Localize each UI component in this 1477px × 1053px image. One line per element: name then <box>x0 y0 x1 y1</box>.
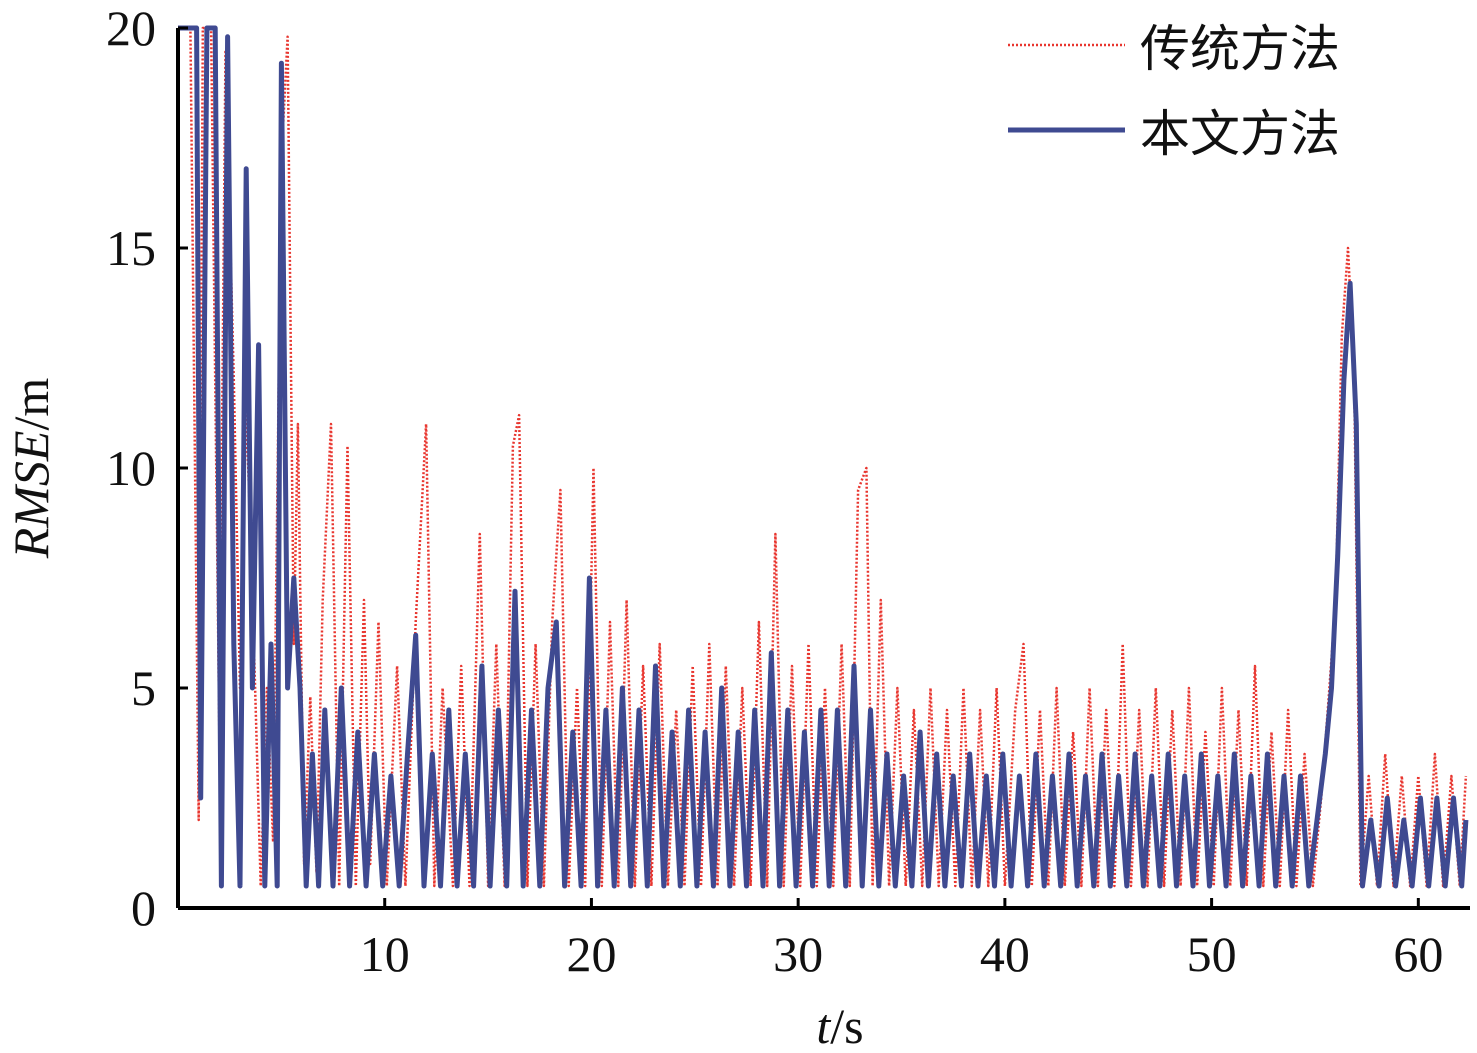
y-tick-label: 0 <box>131 880 156 936</box>
ticks: 10 20 30 40 50 60 0 5 10 15 20 <box>106 0 1443 982</box>
svg-text:RMSE/m: RMSE/m <box>3 378 59 560</box>
x-tick-label: 60 <box>1393 926 1443 982</box>
x-axis-title: t/s <box>816 998 863 1053</box>
x-tick-label: 30 <box>773 926 823 982</box>
y-tick-label: 5 <box>131 660 156 716</box>
legend-label-traditional: 传统方法 <box>1140 20 1340 78</box>
x-axis-title-var: t <box>816 998 831 1053</box>
x-tick-label: 10 <box>360 926 410 982</box>
legend-background <box>1000 12 1468 172</box>
y-tick-label: 15 <box>106 220 156 276</box>
legend-label-proposed: 本文方法 <box>1140 105 1340 163</box>
y-tick-label: 20 <box>106 0 156 56</box>
x-tick-label: 20 <box>566 926 616 982</box>
y-tick-label: 10 <box>106 440 156 496</box>
series-layer <box>178 25 1469 889</box>
x-tick-label: 50 <box>1187 926 1237 982</box>
x-axis-title-unit: /s <box>830 998 863 1053</box>
y-axis-title: RMSE/m <box>3 378 59 560</box>
legend: 传统方法 本文方法 <box>1000 12 1468 172</box>
x-tick-label: 40 <box>980 926 1030 982</box>
y-axis-title-var: RMSE <box>3 431 59 560</box>
y-axis-title-unit: /m <box>3 378 59 431</box>
series-line-0 <box>178 26 1468 888</box>
series-line-1 <box>178 25 1469 889</box>
